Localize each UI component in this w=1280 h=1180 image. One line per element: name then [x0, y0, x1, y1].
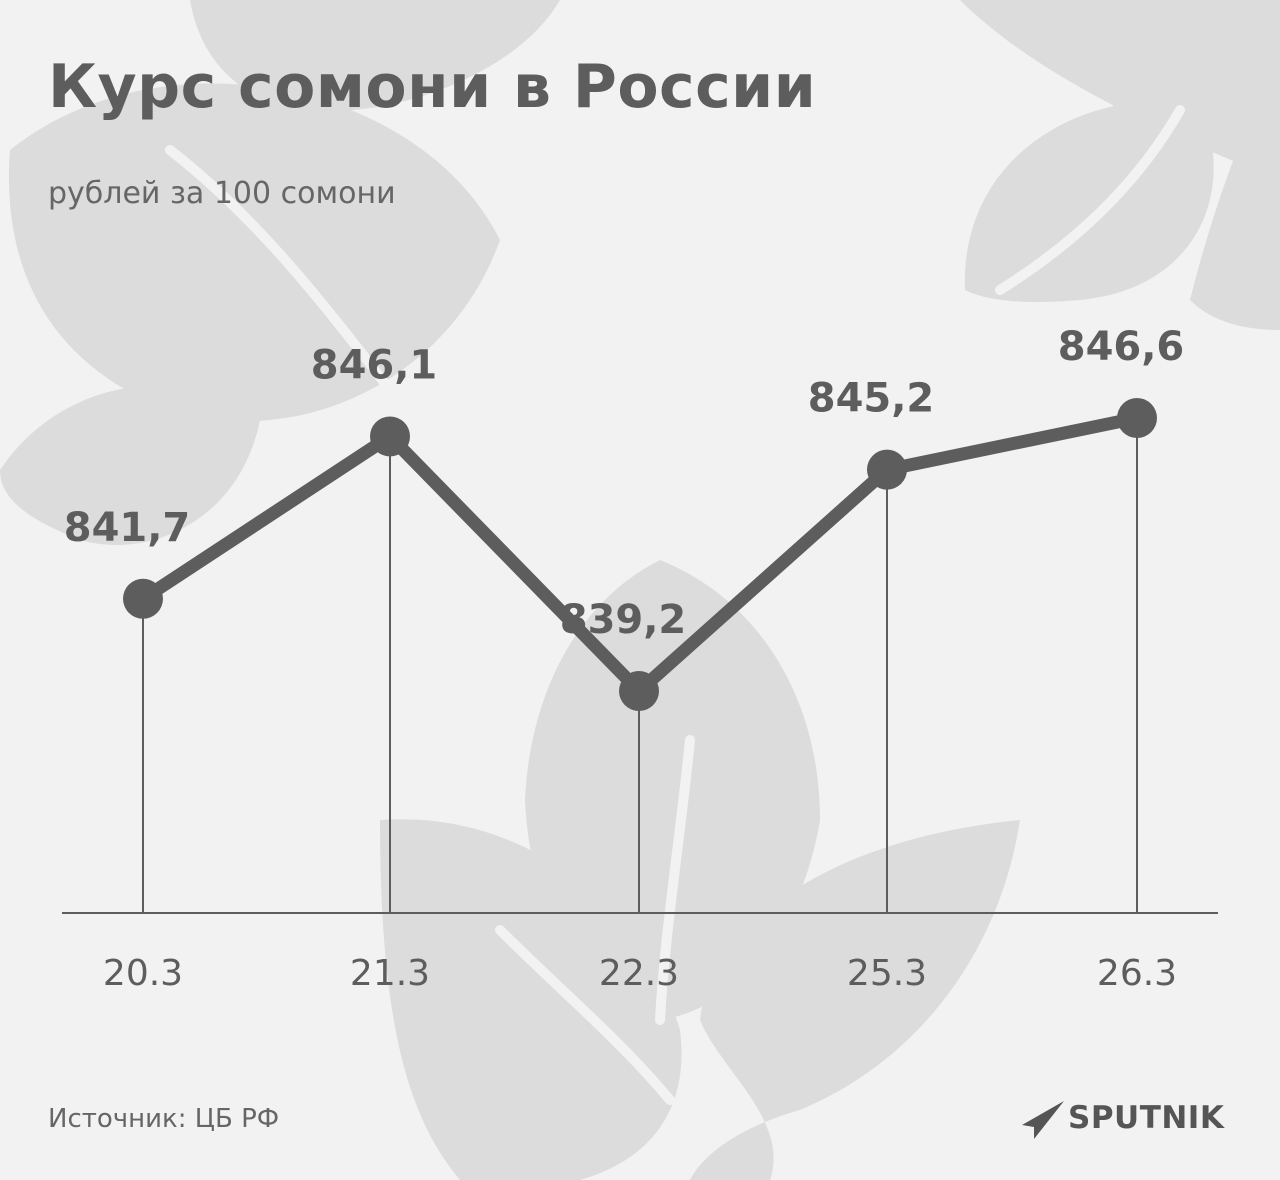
leaf-vein [655, 735, 695, 1025]
data-point-21.3 [370, 416, 410, 457]
x-tick-label-26.3: 26.3 [1097, 953, 1177, 994]
value-label-21.3: 846,1 [311, 342, 438, 388]
leaf-decoration [0, 385, 260, 545]
x-tick-label-22.3: 22.3 [599, 953, 679, 994]
value-label-25.3: 845,2 [808, 376, 935, 422]
chart-subtitle: рублей за 100 сомони [48, 176, 396, 211]
value-label-22.3: 839,2 [560, 597, 687, 643]
x-tick-labels: 20.3 21.3 22.3 25.3 26.3 [103, 953, 1177, 994]
leaf-decoration [190, 0, 560, 112]
data-point-25.3 [867, 449, 907, 490]
value-label-20.3: 841,7 [64, 505, 191, 551]
value-label-26.3: 846,6 [1058, 324, 1185, 370]
leaf-vein [995, 105, 1185, 295]
leaf-decoration [8, 83, 500, 422]
leaf-decoration [690, 820, 1020, 1180]
value-labels: 841,7 846,1 839,2 845,2 846,6 [64, 324, 1185, 643]
x-tick-label-21.3: 21.3 [350, 953, 430, 994]
guide-lines [142, 418, 1138, 913]
sputnik-logo: SPUTNIK [1020, 1094, 1224, 1142]
data-point-22.3 [619, 671, 659, 711]
leaf-decoration [380, 819, 682, 1180]
chart-title: Курс сомони в России [48, 52, 817, 122]
x-tick-label-20.3: 20.3 [103, 953, 183, 994]
source-note: Источник: ЦБ РФ [48, 1104, 280, 1134]
paper-plane-icon [1022, 1101, 1064, 1139]
leaf-vein [495, 925, 675, 1105]
brand-name: SPUTNIK [1068, 1100, 1225, 1136]
x-tick-label-25.3: 25.3 [847, 953, 927, 994]
data-points [123, 398, 1157, 711]
leaf-vein [165, 145, 425, 435]
data-point-20.3 [123, 578, 163, 619]
leaf-decoration [964, 99, 1214, 302]
leaf-decoration [1190, 60, 1280, 330]
data-point-26.3 [1117, 398, 1157, 438]
leaf-veins [165, 105, 1185, 1105]
